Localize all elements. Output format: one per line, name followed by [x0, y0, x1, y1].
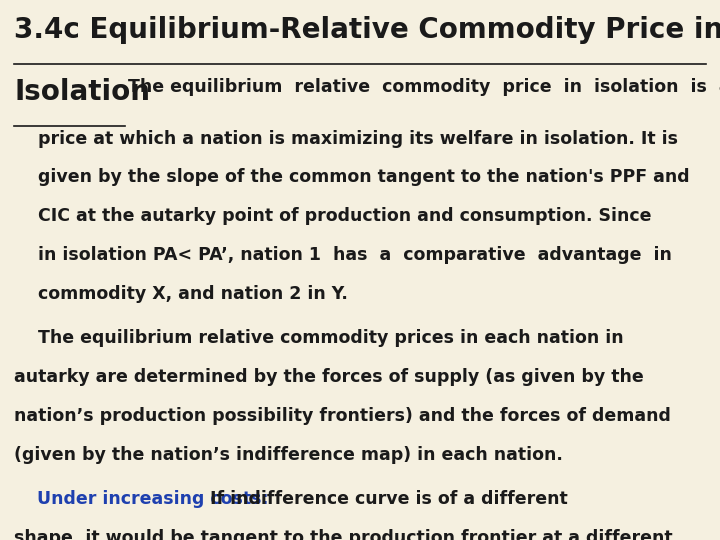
- Text: The equilibrium  relative  commodity  price  in  isolation  is  a: The equilibrium relative commodity price…: [128, 78, 720, 96]
- Text: If indifference curve is of a different: If indifference curve is of a different: [204, 490, 568, 508]
- Text: CIC at the autarky point of production and consumption. Since: CIC at the autarky point of production a…: [14, 207, 652, 225]
- Text: commodity X, and nation 2 in Y.: commodity X, and nation 2 in Y.: [14, 285, 348, 303]
- Text: autarky are determined by the forces of supply (as given by the: autarky are determined by the forces of …: [14, 368, 644, 386]
- Text: in isolation PA< PA’, nation 1  has  a  comparative  advantage  in: in isolation PA< PA’, nation 1 has a com…: [14, 246, 672, 264]
- Text: Under increasing costs:: Under increasing costs:: [37, 490, 269, 508]
- Text: shape, it would be tangent to the production frontier at a different: shape, it would be tangent to the produc…: [14, 529, 673, 540]
- Text: price at which a nation is maximizing its welfare in isolation. It is: price at which a nation is maximizing it…: [14, 130, 678, 147]
- Text: Isolation: Isolation: [14, 78, 150, 106]
- Text: nation’s production possibility frontiers) and the forces of demand: nation’s production possibility frontier…: [14, 407, 671, 425]
- Text: given by the slope of the common tangent to the nation's PPF and: given by the slope of the common tangent…: [14, 168, 690, 186]
- Text: The equilibrium relative commodity prices in each nation in: The equilibrium relative commodity price…: [14, 329, 624, 347]
- Text: 3.4c Equilibrium-Relative Commodity Price in: 3.4c Equilibrium-Relative Commodity Pric…: [14, 16, 720, 44]
- Text: (given by the nation’s indifference map) in each nation.: (given by the nation’s indifference map)…: [14, 446, 563, 464]
